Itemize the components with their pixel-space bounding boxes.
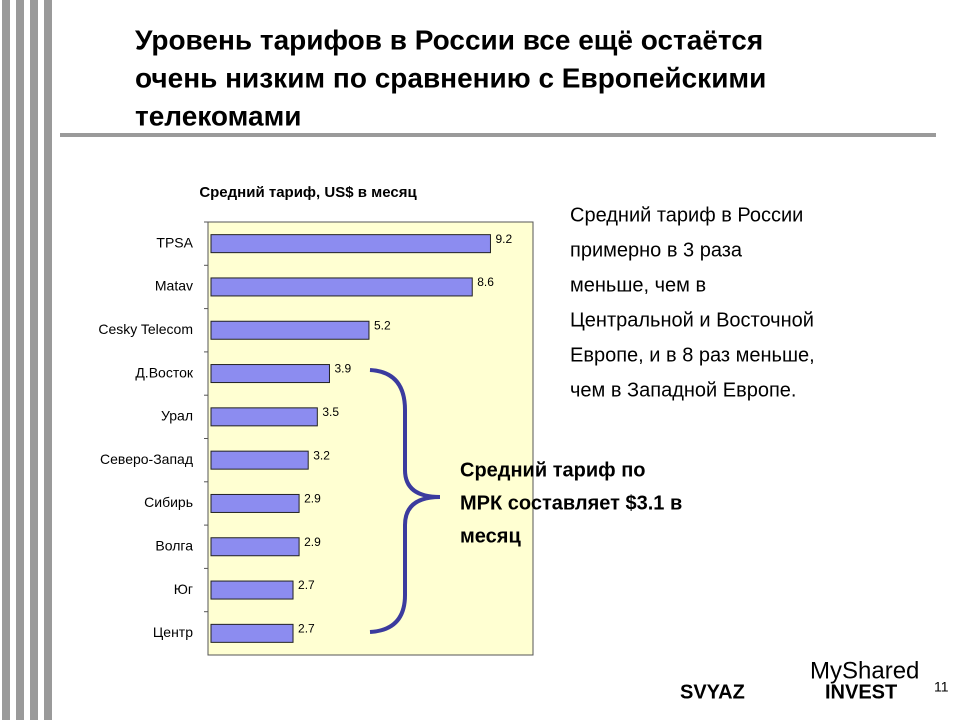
data-label: 2.9 [304,535,321,549]
watermark: MyShared [810,657,919,684]
data-label: 8.6 [477,275,494,289]
y-tick-label: Сибирь [144,494,193,510]
note-text: Средний тариф в России [570,204,803,226]
bar [210,277,473,297]
bar [210,537,300,557]
y-tick-label: Юг [174,581,193,597]
slide-title: телекомами [135,100,302,131]
bar [210,493,300,513]
brace [369,368,441,634]
y-tick-label: Центр [153,624,193,640]
note-text: Центральной и Восточной [570,309,814,331]
note-text: меньше, чем в [570,274,706,296]
chart-title: Средний тариф, US$ в месяц [199,184,417,201]
data-label: 3.5 [322,405,339,419]
title-rule [60,133,936,137]
slide-title: Уровень тарифов в России все ещё остаётс… [135,24,763,55]
y-tick-label: Северо-Запад [100,451,193,467]
data-label: 5.2 [374,318,391,332]
logo-right: INVEST [825,681,897,703]
callout-text: МРК составляет $3.1 в [460,492,682,514]
y-tick-label: Урал [161,408,193,424]
bar [210,364,330,384]
y-tick-label: Волга [155,537,193,553]
y-tick-label: Д.Восток [135,364,194,380]
bar [210,623,294,643]
page-number: 11 [934,679,949,695]
bar [210,407,318,427]
bar [210,234,491,254]
y-tick-label: TPSA [156,234,193,250]
note-text: чем в Западной Европе. [570,379,796,401]
slide-title: очень низким по сравнению с Европейскими [135,62,766,93]
bar [210,320,370,340]
logo-left: SVYAZ [680,681,745,703]
bar [210,450,309,470]
data-label: 2.7 [298,578,315,592]
callout-text: Средний тариф по [460,459,646,481]
side-stripes [2,0,52,720]
bar [210,580,294,600]
y-tick-label: Matav [155,278,193,294]
data-label: 9.2 [495,232,512,246]
data-label: 2.7 [298,622,315,636]
callout-text: месяц [460,525,521,547]
note-text: примерно в 3 раза [570,239,743,261]
note-text: Европе, и в 8 раз меньше, [570,344,815,366]
y-tick-label: Cesky Telecom [98,321,193,337]
data-label: 3.2 [313,448,330,462]
data-label: 3.9 [334,362,351,376]
data-label: 2.9 [304,492,321,506]
